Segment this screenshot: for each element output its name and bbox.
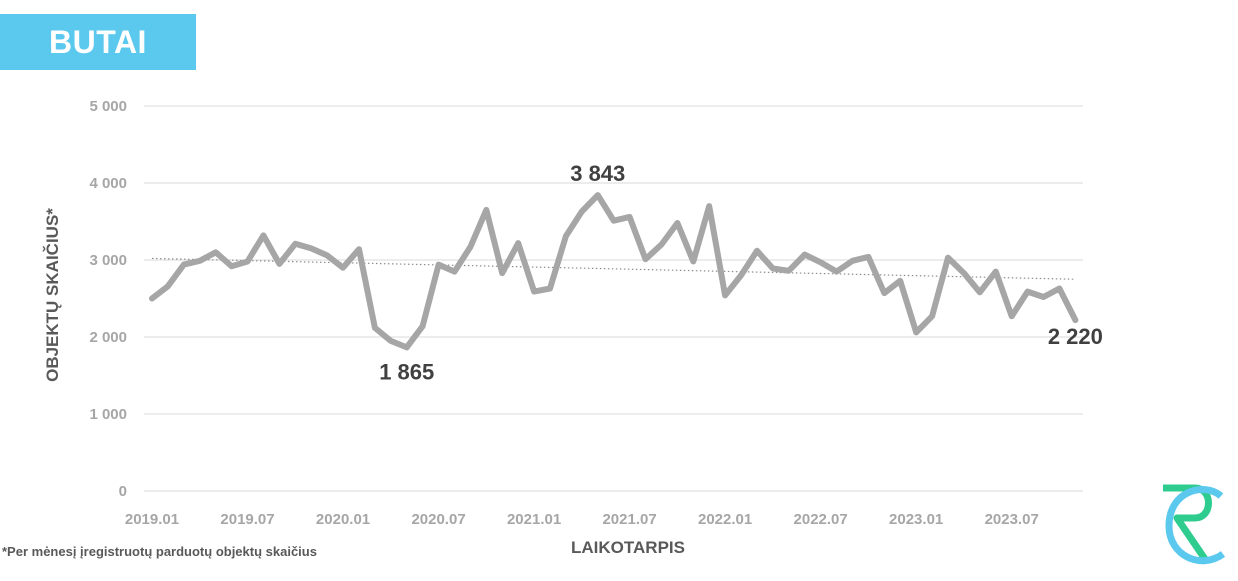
- footnote: *Per mėnesį įregistruotų parduotų objekt…: [2, 544, 317, 559]
- x-tick-label: 2023.01: [889, 511, 943, 528]
- x-tick-label: 2019.01: [125, 511, 179, 528]
- logo-c-shape: [1165, 486, 1226, 565]
- rc-logo-icon: [1163, 484, 1226, 565]
- y-tick-label: 4 000: [89, 175, 127, 192]
- x-tick-label: 2021.01: [507, 511, 561, 528]
- trendline: [151, 257, 1076, 280]
- x-axis-title: LAIKOTARPIS: [571, 538, 685, 557]
- x-tick-label: 2023.07: [985, 511, 1039, 528]
- x-tick-label: 2020.01: [316, 511, 370, 528]
- x-tick-label: 2022.07: [794, 511, 848, 528]
- y-axis-title: OBJEKTŲ SKAIČIUS*: [43, 208, 62, 382]
- y-tick-label: 2 000: [89, 329, 127, 346]
- y-tick-label: 1 000: [89, 406, 127, 423]
- y-tick-label: 0: [119, 483, 127, 500]
- page-title: BUTAI: [49, 23, 147, 60]
- x-tick-label: 2019.07: [220, 511, 274, 528]
- x-tick-label: 2022.01: [698, 511, 752, 528]
- y-tick-label: 3 000: [89, 252, 127, 269]
- data-label: 1 865: [379, 359, 434, 384]
- title-badge: BUTAI: [0, 14, 196, 70]
- x-tick-label: 2021.07: [602, 511, 656, 528]
- data-label: 2 220: [1048, 324, 1103, 349]
- series-line: [149, 192, 1079, 351]
- x-tick-label: 2020.07: [411, 511, 465, 528]
- data-label: 3 843: [570, 161, 625, 186]
- y-tick-label: 5 000: [89, 98, 127, 115]
